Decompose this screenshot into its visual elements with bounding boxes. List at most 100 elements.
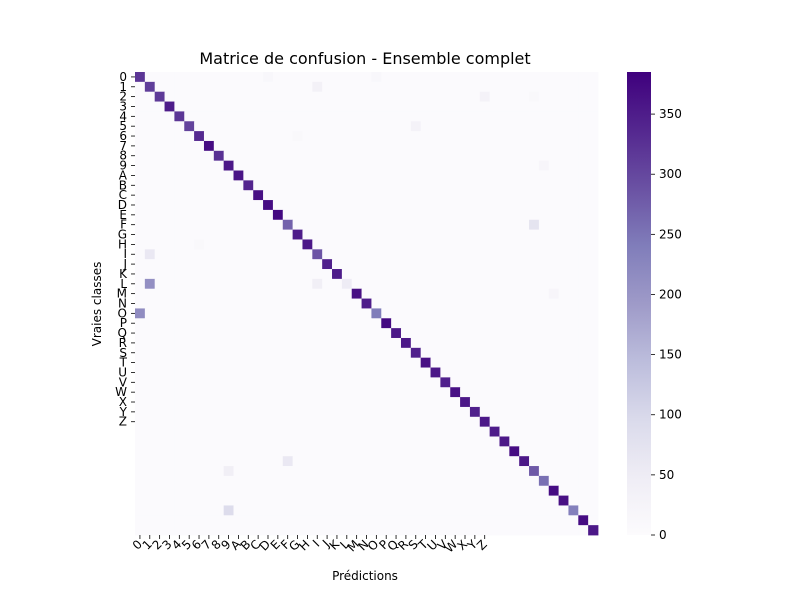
heatmap-cell xyxy=(263,170,274,181)
heatmap-cell xyxy=(440,357,451,368)
heatmap-cell xyxy=(568,466,579,477)
heatmap-cell xyxy=(371,259,382,270)
heatmap-cell xyxy=(263,180,274,191)
heatmap-cell-diagonal xyxy=(361,298,372,309)
heatmap-cell-diagonal xyxy=(351,288,362,299)
heatmap-cell xyxy=(430,416,441,428)
heatmap-cell xyxy=(233,397,244,408)
heatmap-cell xyxy=(420,131,431,142)
heatmap-cell xyxy=(312,239,323,250)
heatmap-cell xyxy=(282,416,294,428)
heatmap-cell-diagonal xyxy=(272,209,284,221)
heatmap-cell xyxy=(410,377,422,388)
heatmap-cell xyxy=(263,337,274,349)
heatmap-cell xyxy=(371,190,382,201)
heatmap-cell xyxy=(558,328,569,339)
heatmap-cell xyxy=(302,278,313,290)
heatmap-cell xyxy=(509,426,520,437)
heatmap-cell xyxy=(282,269,294,280)
heatmap-cell xyxy=(203,347,215,359)
heatmap-cell xyxy=(243,456,254,467)
heatmap-cell xyxy=(440,239,451,250)
heatmap-cell xyxy=(519,436,530,447)
heatmap-cell xyxy=(154,288,165,299)
heatmap-cell xyxy=(322,515,333,526)
heatmap-cell-diagonal xyxy=(558,495,569,506)
heatmap-cell xyxy=(381,101,392,112)
heatmap-cell xyxy=(322,81,333,93)
heatmap-cell xyxy=(499,239,510,250)
heatmap-cell xyxy=(322,495,333,506)
heatmap-cell xyxy=(440,160,451,171)
heatmap-cell xyxy=(135,475,146,487)
heatmap-cell xyxy=(164,111,175,122)
heatmap-cell xyxy=(223,190,234,201)
heatmap-cell xyxy=(410,190,422,201)
heatmap-cell xyxy=(253,150,264,162)
heatmap-cell xyxy=(263,209,274,221)
heatmap-cell xyxy=(410,101,422,112)
heatmap-cell xyxy=(400,416,412,428)
heatmap-cell xyxy=(371,278,382,290)
heatmap-cell xyxy=(371,91,382,102)
heatmap-cell xyxy=(341,495,353,506)
heatmap-cell xyxy=(184,406,195,418)
heatmap-cell xyxy=(548,475,559,487)
heatmap-cell xyxy=(184,466,195,477)
heatmap-cell xyxy=(174,337,185,349)
heatmap-cell xyxy=(174,298,185,309)
heatmap-cell xyxy=(489,416,500,428)
heatmap-cell xyxy=(351,72,362,83)
heatmap-cell xyxy=(391,140,402,152)
heatmap-cell-diagonal xyxy=(410,347,422,359)
heatmap-cell xyxy=(144,180,156,191)
heatmap-cell xyxy=(410,249,422,260)
heatmap-cell xyxy=(548,466,559,477)
heatmap-cell xyxy=(460,249,471,260)
heatmap-cell xyxy=(312,456,323,467)
heatmap-cell xyxy=(578,377,589,388)
heatmap-cell xyxy=(322,416,333,428)
heatmap-cell xyxy=(391,416,402,428)
heatmap-cell xyxy=(203,219,215,231)
heatmap-cell xyxy=(479,446,491,457)
heatmap-cell xyxy=(164,318,175,329)
heatmap-cell xyxy=(578,456,589,467)
heatmap-cell xyxy=(400,357,412,368)
heatmap-cell xyxy=(174,426,185,437)
heatmap-cell xyxy=(184,160,195,171)
heatmap-cell xyxy=(440,131,451,142)
heatmap-cell xyxy=(479,387,491,398)
heatmap-cell xyxy=(548,357,559,368)
heatmap-cell xyxy=(154,505,165,516)
heatmap-cell xyxy=(578,318,589,329)
heatmap-cell xyxy=(253,298,264,309)
heatmap-cell xyxy=(164,209,175,221)
heatmap-cell xyxy=(420,367,431,378)
heatmap-cell xyxy=(529,525,540,536)
heatmap-cell xyxy=(233,318,244,329)
heatmap-cell xyxy=(489,387,500,398)
heatmap-cell xyxy=(558,239,569,250)
heatmap-cell xyxy=(568,495,579,506)
heatmap-cell xyxy=(519,505,530,516)
heatmap-cell xyxy=(440,269,451,280)
heatmap-cell xyxy=(203,495,215,506)
heatmap-cell xyxy=(499,150,510,162)
heatmap-cell-diagonal xyxy=(154,91,165,102)
heatmap-cell xyxy=(302,101,313,112)
heatmap-cell xyxy=(578,150,589,162)
heatmap-cell xyxy=(548,397,559,408)
heatmap-cell xyxy=(292,377,303,388)
heatmap-cell xyxy=(144,288,156,299)
heatmap-cell xyxy=(440,229,451,240)
heatmap-cell xyxy=(529,367,540,378)
heatmap-cell xyxy=(203,426,215,437)
heatmap-cell xyxy=(213,515,225,526)
heatmap-cell xyxy=(420,485,431,496)
heatmap-cell xyxy=(479,357,491,368)
y-tick-label: X xyxy=(119,395,127,409)
heatmap-cell xyxy=(312,525,323,536)
heatmap-cell xyxy=(322,111,333,122)
heatmap-cell xyxy=(588,249,599,260)
